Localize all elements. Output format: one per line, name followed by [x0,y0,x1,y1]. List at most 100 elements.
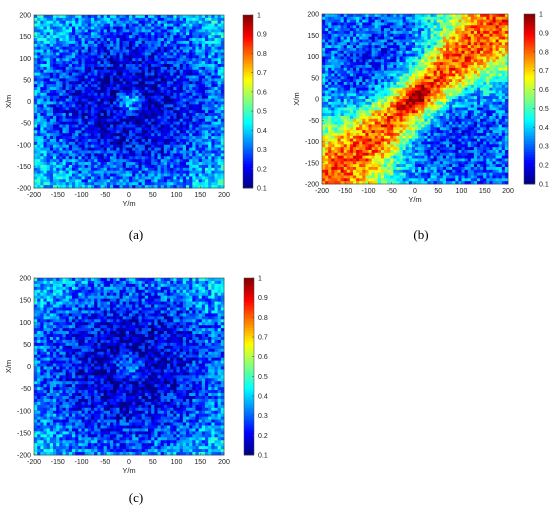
heatmap-cell [208,32,212,36]
heatmap-cell [43,150,48,154]
heatmap-cell [46,89,51,94]
heatmap-cell [132,101,136,105]
heatmap-cell [56,32,60,36]
heatmap-cell [94,72,98,76]
heatmap-cell [75,115,79,120]
heatmap-cell [442,31,447,35]
heatmap-cell [377,14,382,18]
heatmap-cell [192,35,196,39]
heatmap-cell [176,61,181,65]
heatmap-cell [415,56,419,60]
heatmap-cell [501,14,506,18]
heatmap-cell [322,28,326,32]
heatmap-cell [157,130,162,134]
heatmap-cell [43,87,48,91]
heatmap-cell [380,62,385,66]
heatmap-cell [173,69,177,74]
heatmap-cell [504,56,509,60]
heatmap-cell [138,104,143,108]
heatmap-cell [195,130,200,134]
heatmap-cell [59,29,63,33]
heatmap-cell [65,185,70,189]
heatmap-cell [195,81,200,85]
heatmap-cell [72,43,76,48]
heatmap-cell [192,153,196,157]
heatmap-cell [65,46,70,50]
heatmap-cell [72,185,76,189]
heatmap-cell [65,38,70,42]
heatmap-cell [340,53,345,57]
heatmap-cell [37,130,41,134]
y-tick-label: 100 [19,56,31,63]
heatmap-cell [94,61,98,65]
heatmap-cell [205,69,209,74]
heatmap-cell [125,141,130,146]
heatmap-cell [415,67,419,72]
heatmap-cell [132,32,136,36]
heatmap-cell [328,22,332,26]
heatmap-cell [442,70,447,74]
heatmap-cell [103,182,108,186]
heatmap-cell [65,170,70,174]
heatmap-cell [359,31,363,35]
heatmap-cell [195,153,200,157]
heatmap-cell [220,58,225,62]
heatmap-cell [170,26,174,30]
heatmap-cell [34,52,38,56]
heatmap-cell [205,101,209,105]
heatmap-cell [56,130,60,134]
heatmap-cell [418,48,422,52]
heatmap-cell [205,159,209,163]
heatmap-cell [110,81,114,85]
heatmap-cell [81,17,86,22]
heatmap-cell [110,61,114,65]
heatmap-cell [353,50,357,55]
heatmap-cell [154,153,158,157]
heatmap-cell [87,133,92,137]
heatmap-cell [116,84,120,88]
heatmap-cell [113,144,117,149]
heatmap-cell [179,118,184,123]
heatmap-cell [34,55,38,59]
heatmap-cell [72,35,76,39]
heatmap-cell [68,66,73,71]
heatmap-cell [424,19,428,23]
heatmap-cell [362,31,366,35]
heatmap-cell [62,107,67,111]
heatmap-cell [144,113,149,117]
heatmap-cell [368,14,372,18]
heatmap-cell [186,101,190,105]
heatmap-cell [384,22,388,26]
heatmap-cell [72,182,76,186]
heatmap-cell [396,59,400,63]
heatmap-cell [436,59,441,63]
heatmap-cell [119,98,124,102]
heatmap-cell [325,45,329,49]
heatmap-cell [56,136,60,140]
heatmap-cell [208,121,212,125]
heatmap-cell [192,61,196,65]
heatmap-cell [214,52,219,56]
heatmap-cell [356,31,360,35]
heatmap-cell [68,173,73,177]
heatmap-cell [100,35,105,39]
heatmap-cell [455,14,459,18]
heatmap-cell [106,176,111,180]
heatmap-cell [384,53,388,57]
heatmap-cell [78,156,82,160]
heatmap-cell [46,38,51,42]
heatmap-cell [179,162,184,166]
heatmap-cell [167,113,171,117]
heatmap-cell [186,118,190,123]
heatmap-cell [455,59,459,63]
heatmap-cell [346,59,351,63]
heatmap-cell [87,52,92,56]
heatmap-cell [470,62,475,66]
heatmap-cell [380,56,385,60]
heatmap-cell [343,70,348,74]
heatmap-cell [125,118,130,123]
heatmap-cell [100,150,105,154]
heatmap-cell [40,23,44,27]
heatmap-cell [176,69,181,74]
heatmap-cell [154,40,158,45]
